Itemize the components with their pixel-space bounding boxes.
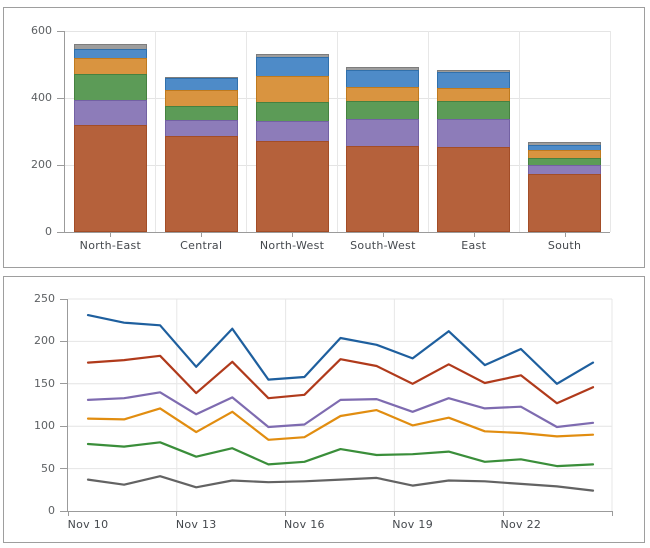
bar-segment-purple-segment[interactable] (255, 121, 329, 142)
bar-category-label: North-East (79, 239, 142, 252)
bar-segment-rust-segment[interactable] (164, 136, 238, 232)
line-y-tick-label: 100 (34, 419, 55, 433)
line-y-tick-100 (60, 425, 68, 427)
line-y-tick-label: 150 (34, 376, 55, 390)
stacked-bar-north-west (255, 54, 329, 232)
bar-segment-purple-segment[interactable] (437, 119, 511, 148)
bar-slot-separator (518, 31, 520, 232)
bar-segment-orange-segment[interactable] (164, 90, 238, 107)
bar-segment-green-segment[interactable] (73, 74, 147, 101)
bar-segment-green-segment[interactable] (255, 102, 329, 122)
bar-segment-rust-segment[interactable] (528, 174, 602, 232)
bar-y-tick-label: 200 (31, 158, 52, 171)
bar-segment-purple-segment[interactable] (346, 119, 420, 147)
bar-segment-blue-segment[interactable] (255, 57, 329, 77)
bar-slot-separator (337, 31, 338, 232)
bar-category-label: East (461, 239, 487, 252)
line-x-tick (502, 511, 504, 516)
series-gray-line[interactable] (86, 475, 595, 492)
bar-segment-green-segment[interactable] (346, 101, 420, 120)
bar-slot-separator (427, 31, 429, 232)
series-green-line[interactable] (86, 441, 595, 468)
line-x-tick-label: Nov 10 (67, 518, 109, 531)
line-y-tick-250 (60, 298, 68, 300)
bar-y-tick-400 (57, 97, 65, 99)
line-x-tick-label: Nov 22 (500, 518, 542, 531)
line-y-tick-50 (60, 468, 68, 470)
stacked-bar-central (164, 77, 238, 232)
line-x-tick-label: Nov 19 (392, 518, 434, 531)
line-y-tick-label: 250 (34, 292, 55, 305)
line-x-tick-label: Nov 13 (175, 518, 217, 531)
series-purple-line[interactable] (86, 391, 595, 429)
line-x-tick (393, 511, 395, 516)
bar-segment-rust-segment[interactable] (255, 141, 329, 232)
bar-x-tick (110, 232, 112, 237)
line-chart-plot: 0 50 100 150 200 250 Nov 10 Nov 13 Nov 16 Nov 19 N… (34, 292, 613, 531)
line-x-tick (176, 511, 178, 516)
bar-segment-rust-segment[interactable] (437, 147, 511, 232)
bar-segment-rust-segment[interactable] (346, 146, 420, 232)
bar-segment-orange-segment[interactable] (346, 87, 420, 102)
bar-y-tick-label: 600 (31, 24, 52, 37)
bar-category-label: South (547, 239, 582, 252)
bar-segment-green-segment[interactable] (437, 101, 511, 120)
bar-chart-plot: 0 200 400 600 North-East Central North-West Sou… (31, 24, 611, 252)
series-orange-line[interactable] (86, 407, 595, 441)
bar-y-tick-label: 0 (45, 225, 52, 238)
line-chart-svg (68, 298, 613, 511)
bar-y-tick-200 (57, 164, 65, 166)
bar-x-tick (564, 232, 566, 237)
series-blue-line[interactable] (86, 314, 595, 385)
bar-segment-green-segment[interactable] (164, 106, 238, 121)
bar-y-tick-0 (57, 231, 65, 233)
bar-segment-purple-segment[interactable] (73, 100, 147, 126)
line-y-tick-label: 50 (41, 461, 55, 475)
line-y-tick-0 (60, 510, 68, 512)
line-x-tick (611, 511, 613, 516)
bar-y-tick-label: 400 (31, 91, 52, 104)
bar-x-tick (382, 232, 384, 237)
line-x-tick-label: Nov 16 (284, 518, 325, 531)
stacked-bar-south (528, 142, 602, 232)
stacked-bar-south-west (346, 67, 420, 232)
line-chart-panel: 0 50 100 150 200 250 Nov 10 Nov 13 Nov 16 Nov 19 N… (3, 276, 645, 543)
bar-slot-separator (155, 31, 157, 232)
bar-category-label: Central (180, 239, 223, 252)
bar-x-tick (201, 232, 203, 237)
line-y-tick-label: 0 (48, 504, 55, 517)
line-y-tick-200 (60, 340, 68, 342)
line-y-tick-150 (60, 383, 68, 385)
bar-segment-blue-segment[interactable] (437, 72, 511, 89)
bar-x-tick (473, 232, 475, 237)
bar-y-tick-600 (57, 30, 65, 32)
bar-segment-purple-segment[interactable] (164, 120, 238, 137)
line-x-tick (67, 511, 69, 516)
stacked-bar-north-east (73, 44, 147, 232)
stacked-bar-chart-panel: 0 200 400 600 North-East Central North-West Sou… (3, 7, 645, 268)
stacked-bar-east (437, 70, 511, 232)
bar-segment-orange-segment[interactable] (255, 76, 329, 103)
bar-x-tick (292, 232, 294, 237)
bar-segment-orange-segment[interactable] (73, 58, 147, 75)
bar-segment-blue-segment[interactable] (346, 70, 420, 88)
line-x-tick (285, 511, 287, 516)
bar-category-label: South-West (350, 239, 416, 252)
bar-category-label: North-West (259, 239, 325, 252)
bar-segment-rust-segment[interactable] (73, 125, 147, 232)
line-y-tick-label: 200 (34, 334, 55, 348)
bar-segment-orange-segment[interactable] (437, 88, 511, 102)
bar-slot-separator (246, 31, 248, 232)
series-red-line[interactable] (86, 354, 595, 405)
bar-slot-separator (609, 31, 611, 232)
